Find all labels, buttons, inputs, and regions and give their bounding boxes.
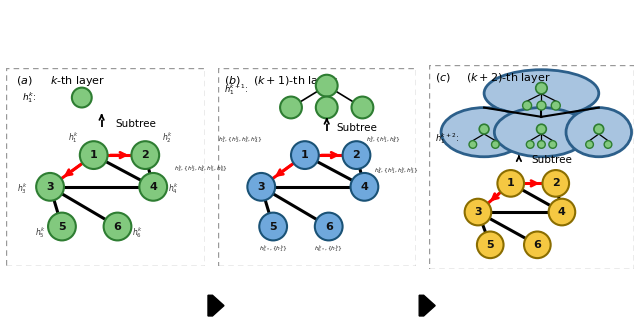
Circle shape <box>526 141 534 148</box>
Circle shape <box>586 141 593 148</box>
Text: 6: 6 <box>324 221 333 231</box>
Circle shape <box>315 213 342 240</box>
Text: 3: 3 <box>474 207 482 217</box>
Text: $h_3^k, \{h_2^k,h_4^k,h_5^k,h_6^k\}$: $h_3^k, \{h_2^k,h_4^k,h_5^k,h_6^k\}$ <box>174 164 228 174</box>
Text: Subtree: Subtree <box>116 119 156 129</box>
Text: $h_1$: $h_1$ <box>323 103 331 112</box>
Circle shape <box>351 97 373 118</box>
Circle shape <box>280 97 302 118</box>
Circle shape <box>72 88 92 108</box>
Circle shape <box>543 170 569 197</box>
Text: $h_{5*}^k, \{h_1^k\}$: $h_{5*}^k, \{h_1^k\}$ <box>259 243 287 254</box>
Text: $(k+2)$-th layer: $(k+2)$-th layer <box>466 71 550 85</box>
Circle shape <box>465 199 492 225</box>
Text: 6: 6 <box>113 221 122 231</box>
Circle shape <box>497 170 524 197</box>
Text: $h_3$: $h_3$ <box>287 103 295 112</box>
Text: $h_2^k$: $h_2^k$ <box>162 130 173 145</box>
Text: $(c)$: $(c)$ <box>435 71 451 84</box>
Text: $(k+1)$-th layer: $(k+1)$-th layer <box>253 74 338 88</box>
Circle shape <box>469 141 477 148</box>
Text: $h_{6*}^k, \{h_1^k\}$: $h_{6*}^k, \{h_1^k\}$ <box>314 243 343 254</box>
Text: $h_4^k, \{h_1^k,h_2^k,h_3^k\}$: $h_4^k, \{h_1^k,h_2^k,h_3^k\}$ <box>374 166 419 176</box>
Circle shape <box>36 173 64 201</box>
Circle shape <box>248 173 275 201</box>
Text: Subtree: Subtree <box>531 155 572 165</box>
Ellipse shape <box>441 108 527 157</box>
Text: 2: 2 <box>141 150 149 160</box>
Text: $k$-th layer: $k$-th layer <box>50 74 106 88</box>
Circle shape <box>604 141 612 148</box>
Text: $h_1^k, \{h_2^k,h_3^k,h_4^k\}$: $h_1^k, \{h_2^k,h_3^k,h_4^k\}$ <box>218 134 262 145</box>
Text: 3: 3 <box>46 182 54 192</box>
Circle shape <box>342 141 371 169</box>
Text: 2: 2 <box>552 178 559 188</box>
Circle shape <box>259 213 287 240</box>
Text: 5: 5 <box>486 240 494 250</box>
Circle shape <box>524 231 550 258</box>
Circle shape <box>48 213 76 240</box>
Text: 2: 2 <box>353 150 360 160</box>
Circle shape <box>316 97 338 118</box>
Circle shape <box>548 199 575 225</box>
Circle shape <box>551 101 560 110</box>
Text: $h_6^k$: $h_6^k$ <box>132 225 143 240</box>
Circle shape <box>492 141 499 148</box>
Text: 1: 1 <box>90 150 97 160</box>
Text: $h_2^k, \{h_1^k,h_4^k\}$: $h_2^k, \{h_1^k,h_4^k\}$ <box>366 134 401 145</box>
Circle shape <box>536 82 547 94</box>
Text: 6: 6 <box>533 240 541 250</box>
Circle shape <box>140 173 167 201</box>
Text: 4: 4 <box>558 207 566 217</box>
Circle shape <box>351 173 378 201</box>
Circle shape <box>479 124 489 134</box>
Text: 4: 4 <box>360 182 369 192</box>
Ellipse shape <box>494 108 589 157</box>
Circle shape <box>316 75 338 97</box>
Text: $h_3^k$: $h_3^k$ <box>17 181 28 196</box>
Circle shape <box>477 231 504 258</box>
Text: $h_1$: $h_1$ <box>323 81 331 90</box>
Text: Subtree: Subtree <box>337 123 378 133</box>
Text: $h_1^k$: $h_1^k$ <box>68 130 79 145</box>
Circle shape <box>131 141 159 169</box>
Text: 5: 5 <box>58 221 66 231</box>
Circle shape <box>537 101 546 110</box>
Text: 1: 1 <box>507 178 515 188</box>
Circle shape <box>104 213 131 240</box>
Text: 3: 3 <box>257 182 265 192</box>
Text: $(a)$: $(a)$ <box>17 74 33 87</box>
Text: $(b)$: $(b)$ <box>223 74 241 87</box>
Circle shape <box>594 124 604 134</box>
Text: $h_4$: $h_4$ <box>358 103 367 112</box>
Circle shape <box>523 101 532 110</box>
Text: $h_5^k$: $h_5^k$ <box>35 225 45 240</box>
Circle shape <box>80 141 108 169</box>
Circle shape <box>538 141 545 148</box>
Circle shape <box>291 141 319 169</box>
Text: $h_1$: $h_1$ <box>77 93 86 103</box>
Text: 4: 4 <box>149 182 157 192</box>
Ellipse shape <box>484 70 599 117</box>
Circle shape <box>536 124 547 134</box>
Text: 5: 5 <box>269 221 277 231</box>
Circle shape <box>549 141 557 148</box>
Text: $h_4^k$: $h_4^k$ <box>168 181 179 196</box>
Text: $h_1^{k+1}$:: $h_1^{k+1}$: <box>223 82 248 97</box>
Text: $h_1^k$:: $h_1^k$: <box>22 90 36 105</box>
Text: 1: 1 <box>301 150 308 160</box>
Text: $h_1^{k+2}$:: $h_1^{k+2}$: <box>435 131 460 146</box>
Ellipse shape <box>566 108 632 157</box>
